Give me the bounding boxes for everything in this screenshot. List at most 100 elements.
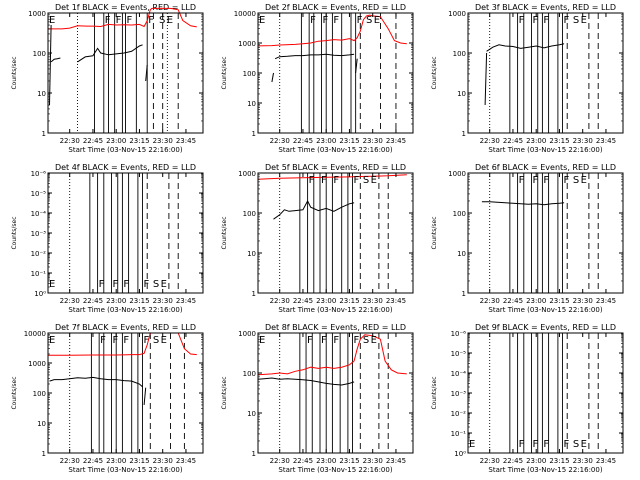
x-tick-label: 23:45 <box>386 137 406 145</box>
y-tick-label: 10 <box>247 250 256 258</box>
flag-label: E <box>161 335 167 346</box>
flag-label: E <box>161 279 167 290</box>
plot-frame <box>47 332 204 454</box>
x-tick-label: 23:45 <box>176 457 196 465</box>
flag-label: F <box>127 15 133 26</box>
x-tick-label: 23:45 <box>596 297 616 305</box>
panel-title: Det 5f BLACK = Events, RED = LLD <box>265 163 406 172</box>
y-axis-label: Counts/sec <box>221 376 228 409</box>
x-tick-label: 23:30 <box>363 297 383 305</box>
flag-label: F <box>533 439 539 450</box>
x-tick-label: 23:30 <box>153 457 173 465</box>
y-tick-label: 10⁻¹ <box>451 430 467 438</box>
events-series-line <box>145 64 148 82</box>
flag-label: F <box>321 335 327 346</box>
events-series-line <box>271 72 274 83</box>
flag-label: F <box>123 335 129 346</box>
x-tick-label: 23:45 <box>386 457 406 465</box>
plot-frame <box>257 332 414 454</box>
x-axis-label: Start Time (03-Nov-15 22:16:00) <box>278 306 392 314</box>
x-tick-label: 22:30 <box>60 457 80 465</box>
flag-label: F <box>321 175 327 186</box>
x-tick-label: 23:15 <box>129 297 149 305</box>
events-series-line <box>257 377 355 386</box>
x-axis-label: Start Time (03-Nov-15 22:16:00) <box>488 306 602 314</box>
flag-label: F <box>113 279 119 290</box>
x-tick-label: 23:00 <box>526 297 546 305</box>
y-tick-label: 10⁻⁶ <box>451 330 467 338</box>
flag-label: F <box>543 15 549 26</box>
y-tick-label: 10 <box>457 250 466 258</box>
x-tick-label: 23:30 <box>573 137 593 145</box>
flag-label: F <box>519 15 525 26</box>
y-axis-label: Counts/sec <box>11 216 18 249</box>
flag-label: E <box>581 439 587 450</box>
flag-label: E <box>49 15 55 26</box>
y-tick-label: 1 <box>252 290 256 298</box>
y-tick-label: 10⁻⁶ <box>31 170 47 178</box>
y-axis-label: Counts/sec <box>221 216 228 249</box>
x-tick-label: 23:15 <box>549 297 569 305</box>
flag-label: S <box>153 279 159 290</box>
flag-label: F <box>519 175 525 186</box>
x-tick-label: 23:15 <box>339 457 359 465</box>
y-tick-label: 100 <box>33 390 46 398</box>
y-tick-label: 1 <box>42 450 46 458</box>
flag-label: F <box>357 15 363 26</box>
flag-label: F <box>113 335 119 346</box>
panel-title: Det 9f BLACK = Events, RED = LLD <box>475 323 616 332</box>
flag-label: F <box>144 335 150 346</box>
y-tick-label: 10⁰ <box>454 450 466 458</box>
lld-series-line <box>257 334 407 376</box>
events-series-line <box>486 43 565 52</box>
x-tick-label: 23:15 <box>129 457 149 465</box>
flag-label: F <box>123 279 129 290</box>
events-series-line <box>274 53 355 60</box>
x-tick-label: 22:30 <box>60 297 80 305</box>
y-tick-label: 1000 <box>238 330 256 338</box>
y-tick-label: 10 <box>37 420 46 428</box>
x-tick-label: 22:45 <box>83 297 103 305</box>
y-tick-label: 100 <box>243 370 256 378</box>
flag-label: F <box>543 439 549 450</box>
x-tick-label: 23:00 <box>316 137 336 145</box>
x-tick-label: 22:45 <box>293 457 313 465</box>
plot-frame <box>467 172 624 294</box>
y-tick-label: 1 <box>42 130 46 138</box>
x-tick-label: 23:30 <box>153 297 173 305</box>
y-axis-label: Counts/sec <box>431 376 438 409</box>
plot-frame <box>47 172 204 294</box>
flag-label: F <box>333 335 339 346</box>
y-tick-label: 1000 <box>28 360 46 368</box>
y-tick-label: 10 <box>247 410 256 418</box>
y-tick-label: 10⁰ <box>34 290 46 298</box>
x-tick-label: 22:45 <box>83 137 103 145</box>
y-tick-label: 1 <box>252 450 256 458</box>
y-tick-label: 1 <box>462 290 466 298</box>
flag-label: S <box>573 439 579 450</box>
events-series-line <box>49 24 52 106</box>
x-axis-label: Start Time (03-Nov-15 22:16:00) <box>278 146 392 154</box>
flag-label: F <box>105 15 111 26</box>
y-tick-label: 100 <box>453 210 466 218</box>
x-tick-label: 22:30 <box>270 457 290 465</box>
x-tick-label: 23:30 <box>153 137 173 145</box>
flag-label: S <box>153 335 159 346</box>
panel-title: Det 6f BLACK = Events, RED = LLD <box>475 163 616 172</box>
y-tick-label: 100 <box>453 50 466 58</box>
flag-label: F <box>333 15 339 26</box>
x-axis-label: Start Time (03-Nov-15 22:16:00) <box>488 146 602 154</box>
flag-label: E <box>259 335 265 346</box>
y-tick-label: 10⁻⁴ <box>451 370 467 378</box>
flag-label: F <box>519 439 525 450</box>
y-axis-label: Counts/sec <box>11 56 18 89</box>
y-tick-label: 100 <box>243 70 256 78</box>
flag-label: E <box>374 15 380 26</box>
x-tick-label: 22:30 <box>480 137 500 145</box>
